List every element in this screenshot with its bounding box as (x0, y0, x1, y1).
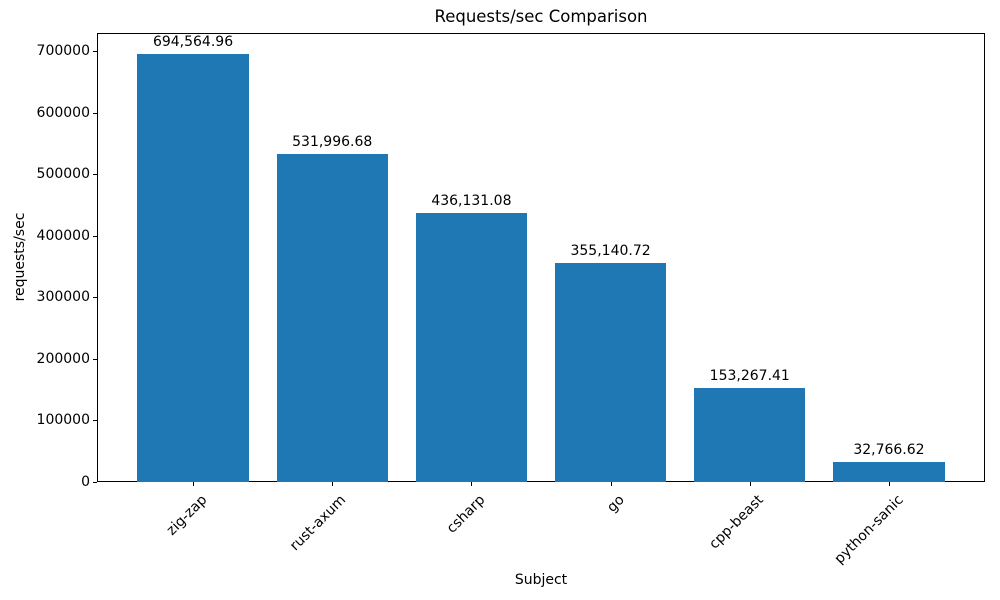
y-tick-label: 600000 (36, 104, 90, 121)
bar-value-label: 355,140.72 (570, 243, 651, 260)
y-tick-label: 500000 (36, 166, 90, 183)
bar-value-label: 436,131.08 (431, 193, 512, 210)
x-tick-mark (749, 482, 751, 486)
y-tick-label: 200000 (36, 350, 90, 367)
x-tick-mark (888, 482, 890, 486)
x-tick-mark (193, 482, 195, 486)
plot-area (97, 33, 985, 482)
x-tick-mark (332, 482, 334, 486)
bar-value-label: 531,996.68 (292, 134, 373, 151)
x-tick-mark (610, 482, 612, 486)
y-tick-mark (93, 112, 97, 114)
y-tick-mark (93, 174, 97, 176)
x-tick-label: python-sanic (831, 492, 907, 568)
x-tick-label: cpp-beast (706, 492, 768, 553)
x-tick-label: zig-zap (163, 492, 211, 539)
y-tick-label: 400000 (36, 227, 90, 244)
y-tick-label: 300000 (36, 289, 90, 306)
x-tick-label: go (604, 492, 628, 516)
x-tick-mark (471, 482, 473, 486)
y-tick-mark (93, 482, 97, 483)
bar-value-label: 32,766.62 (853, 441, 925, 458)
x-axis-label: Subject (514, 572, 568, 588)
bar-value-label: 153,267.41 (709, 367, 790, 384)
bar (694, 387, 806, 482)
chart-title: Requests/sec Comparison (434, 7, 648, 26)
y-tick-mark (93, 51, 97, 53)
bar (276, 154, 388, 482)
y-tick-mark (93, 297, 97, 299)
y-tick-label: 100000 (36, 412, 90, 429)
y-tick-label: 700000 (36, 43, 90, 60)
x-tick-label: csharp (444, 492, 489, 537)
bar-value-label: 694,564.96 (152, 34, 234, 51)
x-tick-label: rust-axum (287, 492, 350, 555)
y-tick-mark (93, 420, 97, 422)
bar (415, 213, 528, 482)
y-tick-mark (93, 235, 97, 237)
bar (137, 54, 249, 482)
bar (833, 461, 945, 482)
y-tick-mark (93, 358, 97, 360)
y-tick-label: 0 (81, 474, 90, 490)
bar (554, 263, 667, 482)
